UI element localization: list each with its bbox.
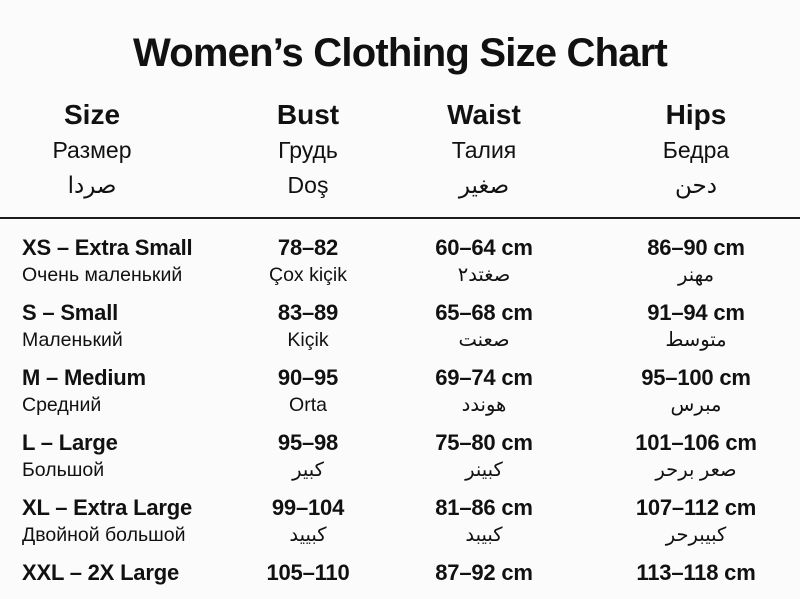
size-label: S – Small (22, 300, 119, 325)
bust-value: 95–98 (277, 430, 339, 455)
size-label: XL – Extra Large (22, 495, 193, 520)
table-row: XL – Extra Large Двойной большой 99–104 … (0, 483, 800, 548)
hips-sublabel: صعر برحر (655, 459, 737, 481)
bust-sublabel: كبييد (289, 524, 327, 546)
hips-cell: 95–100 cm مبرس (592, 364, 800, 418)
header-label-en: Hips (665, 99, 727, 130)
size-cell: M – Medium Средний (0, 364, 240, 418)
waist-value: 75–80 cm (435, 430, 533, 455)
size-sublabel: Большой (22, 459, 105, 481)
waist-value: 81–86 cm (435, 495, 533, 520)
header-label-en: Size (63, 99, 121, 130)
hips-cell: 91–94 cm متوسط (592, 299, 800, 353)
table-row: L – Large Большой 95–98 كبير 75–80 cm كب… (0, 418, 800, 483)
bust-sublabel: Orta (289, 394, 327, 416)
waist-sublabel: كبيبد (465, 524, 503, 546)
table-row: XS – Extra Small Очень маленький 78–82 Ç… (0, 223, 800, 288)
hips-value: 95–100 cm (641, 365, 751, 390)
size-cell: L – Large Большой (0, 429, 240, 483)
waist-value: 69–74 cm (435, 365, 533, 390)
waist-cell: 75–80 cm كبينر (376, 429, 592, 483)
table-row: S – Small Маленький 83–89 Kiçik 65–68 cm… (0, 288, 800, 353)
bust-cell: 83–89 Kiçik (240, 299, 376, 353)
size-label: M – Medium (22, 365, 146, 390)
header-label-ar: صردا (67, 172, 117, 198)
waist-value: 87–92 cm (435, 560, 533, 585)
table-body: XS – Extra Small Очень маленький 78–82 Ç… (0, 219, 800, 587)
waist-cell: 65–68 cm صعنت (376, 299, 592, 353)
hips-cell: 113–118 cm (592, 559, 800, 587)
bust-value: 99–104 (271, 495, 345, 520)
column-header-size: Size Размер صردا (0, 96, 240, 203)
column-header-hips: Hips Бедра دحن (592, 96, 800, 203)
header-label-ru: Грудь (278, 137, 338, 163)
hips-cell: 86–90 cm مهنر (592, 234, 800, 288)
header-label-ar: Doş (287, 172, 329, 198)
size-cell: XS – Extra Small Очень маленький (0, 234, 240, 288)
hips-sublabel: متوسط (665, 329, 727, 351)
column-header-waist: Waist Талия صغير (376, 96, 592, 203)
hips-cell: 101–106 cm صعر برحر (592, 429, 800, 483)
waist-sublabel: كبينر (465, 459, 503, 481)
bust-value: 78–82 (277, 235, 339, 260)
bust-sublabel: Çox kiçik (268, 264, 347, 286)
header-label-en: Bust (276, 99, 340, 130)
hips-value: 101–106 cm (635, 430, 757, 455)
bust-cell: 78–82 Çox kiçik (240, 234, 376, 288)
size-sublabel: Средний (22, 394, 102, 416)
header-label-ru: Талия (451, 137, 517, 163)
bust-value: 83–89 (277, 300, 339, 325)
bust-cell: 95–98 كبير (240, 429, 376, 483)
table-row: XXL – 2X Large 105–110 87–92 cm 113–118 … (0, 548, 800, 587)
bust-sublabel: كبير (292, 459, 324, 481)
header-divider (0, 217, 800, 219)
size-label: XS – Extra Small (22, 235, 193, 260)
size-label: XXL – 2X Large (22, 560, 179, 585)
waist-sublabel: هوندد (461, 394, 507, 416)
size-cell: XXL – 2X Large (0, 559, 240, 587)
size-cell: XL – Extra Large Двойной большой (0, 494, 240, 548)
bust-cell: 105–110 (240, 559, 376, 587)
waist-sublabel: صعنت (458, 329, 510, 351)
header-label-ru: Бедра (662, 137, 730, 163)
size-sublabel: Двойной большой (22, 524, 186, 546)
waist-cell: 81–86 cm كبيبد (376, 494, 592, 548)
waist-value: 60–64 cm (435, 235, 533, 260)
page-title: Women’s Clothing Size Chart (133, 31, 668, 75)
header-label-ar: صغير (458, 172, 510, 198)
header-label-en: Waist (447, 99, 521, 130)
size-sublabel: Маленький (22, 329, 123, 351)
size-label: L – Large (22, 430, 118, 455)
table-row: M – Medium Средний 90–95 Orta 69–74 cm ه… (0, 353, 800, 418)
hips-sublabel: كبيبرحر (665, 524, 727, 546)
header-label-ar: دحن (675, 172, 717, 198)
bust-value: 105–110 (266, 560, 350, 585)
hips-cell: 107–112 cm كبيبرحر (592, 494, 800, 548)
waist-sublabel: صغتد٢ (457, 264, 511, 286)
hips-value: 91–94 cm (647, 300, 745, 325)
waist-cell: 60–64 cm صغتد٢ (376, 234, 592, 288)
size-cell: S – Small Маленький (0, 299, 240, 353)
hips-value: 113–118 cm (636, 560, 756, 585)
waist-value: 65–68 cm (435, 300, 533, 325)
hips-sublabel: مبرس (670, 394, 722, 416)
bust-cell: 99–104 كبييد (240, 494, 376, 548)
bust-value: 90–95 (277, 365, 339, 390)
hips-value: 107–112 cm (635, 495, 757, 520)
hips-value: 86–90 cm (647, 235, 745, 260)
waist-cell: 87–92 cm (376, 559, 592, 587)
size-sublabel: Очень маленький (22, 264, 183, 286)
waist-cell: 69–74 cm هوندد (376, 364, 592, 418)
column-header-bust: Bust Грудь Doş (240, 96, 376, 203)
header-label-ru: Размер (52, 137, 132, 163)
bust-cell: 90–95 Orta (240, 364, 376, 418)
bust-sublabel: Kiçik (287, 329, 329, 351)
hips-sublabel: مهنر (677, 264, 715, 286)
table-header: Size Размер صردا Bust Грудь Doş Waist Та… (0, 96, 800, 203)
